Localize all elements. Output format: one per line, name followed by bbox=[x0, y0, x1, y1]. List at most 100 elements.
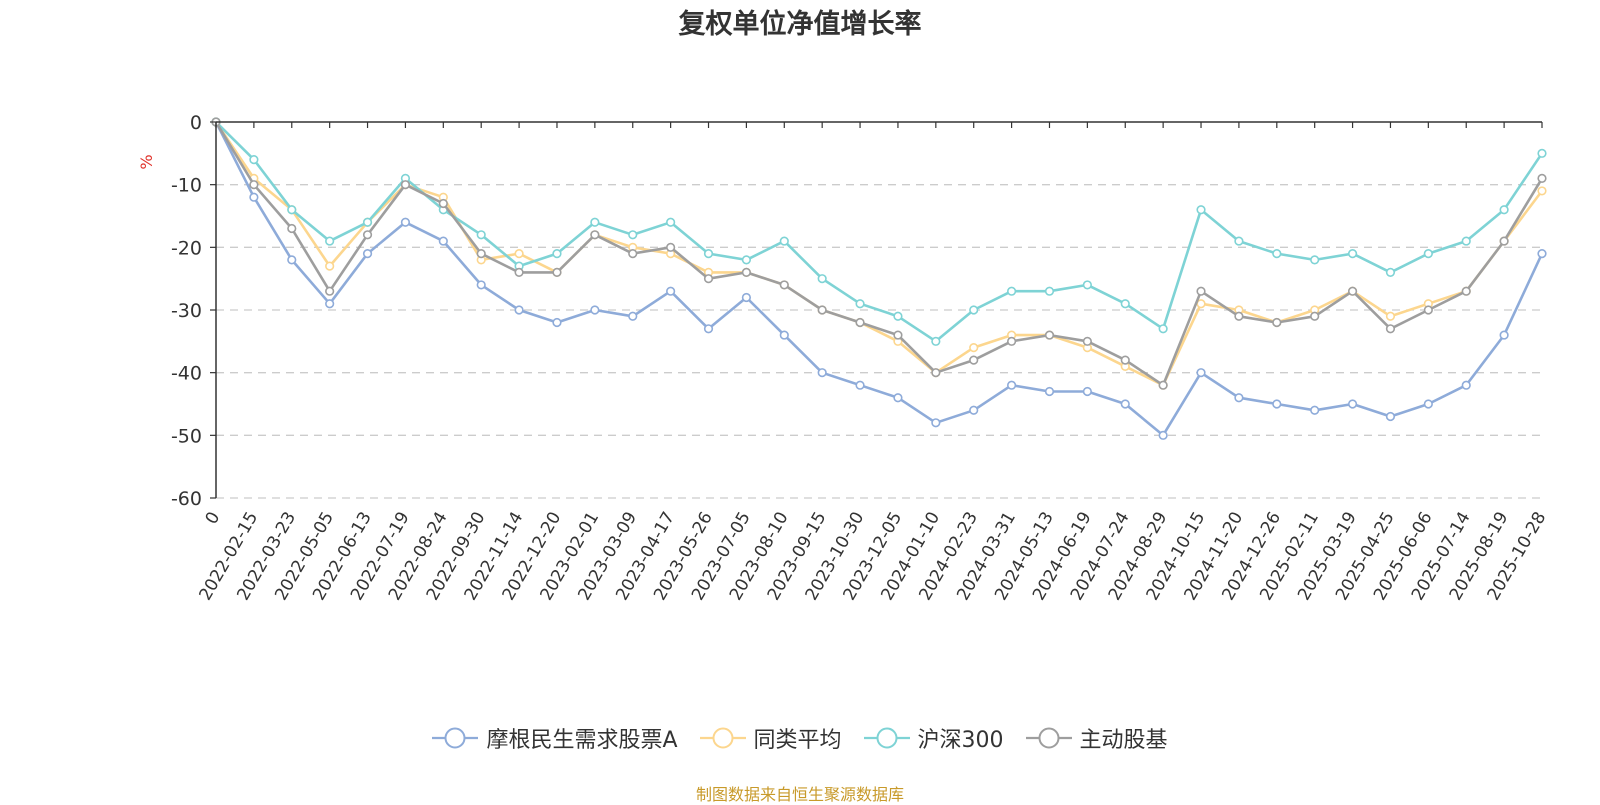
data-point bbox=[1006, 336, 1017, 346]
source-note: 制图数据来自恒生聚源数据库 bbox=[695, 785, 904, 804]
data-point bbox=[893, 311, 903, 321]
y-tick-label: -50 bbox=[171, 425, 202, 447]
data-point bbox=[855, 380, 865, 390]
data-point bbox=[1461, 380, 1471, 390]
chart-canvas: 0-10-20-30-40-50-6002022-02-152022-03-23… bbox=[137, 112, 1550, 604]
data-point bbox=[931, 336, 941, 346]
data-point bbox=[1044, 330, 1055, 340]
data-point bbox=[1385, 311, 1396, 321]
data-point bbox=[362, 230, 373, 240]
data-point bbox=[514, 249, 524, 259]
grid-layer bbox=[216, 184, 1542, 499]
data-point bbox=[287, 223, 297, 234]
y-tick-label: -40 bbox=[171, 363, 202, 385]
data-point bbox=[476, 249, 486, 259]
data-point bbox=[1120, 355, 1130, 365]
data-point bbox=[1272, 399, 1282, 409]
data-point bbox=[666, 217, 676, 227]
y-tick-label: -30 bbox=[171, 300, 202, 322]
data-point bbox=[1272, 317, 1282, 328]
data-point bbox=[1310, 311, 1320, 321]
data-point bbox=[628, 249, 638, 259]
data-point bbox=[779, 236, 789, 246]
data-point bbox=[817, 368, 827, 378]
data-point bbox=[1120, 399, 1130, 409]
data-point bbox=[741, 255, 752, 265]
series-layer bbox=[211, 117, 1547, 440]
data-point bbox=[1385, 411, 1396, 422]
data-point bbox=[1196, 368, 1206, 378]
series-3 bbox=[211, 117, 1547, 390]
data-point bbox=[325, 261, 335, 271]
data-point bbox=[249, 180, 259, 190]
data-point bbox=[628, 230, 638, 240]
y-tick-label: 0 bbox=[190, 112, 202, 134]
data-point bbox=[1423, 249, 1433, 259]
data-point bbox=[969, 305, 979, 315]
data-point bbox=[703, 249, 714, 259]
legend-marker-icon bbox=[699, 727, 746, 749]
data-point bbox=[438, 236, 448, 246]
legend-item[interactable]: 主动股基 bbox=[1025, 722, 1168, 754]
data-point bbox=[1423, 305, 1433, 315]
data-point bbox=[779, 280, 789, 290]
data-point bbox=[1499, 330, 1509, 340]
series-line bbox=[214, 121, 1544, 437]
data-point bbox=[893, 393, 903, 403]
data-point bbox=[703, 274, 714, 284]
data-point bbox=[1310, 255, 1320, 265]
data-point bbox=[1499, 236, 1509, 246]
data-point bbox=[1044, 386, 1055, 397]
data-point bbox=[741, 292, 752, 303]
legend-item[interactable]: 沪深300 bbox=[863, 722, 1004, 754]
legend-marker-icon bbox=[863, 727, 910, 749]
data-point bbox=[249, 192, 259, 202]
data-point bbox=[1006, 286, 1017, 296]
data-point bbox=[1537, 186, 1547, 196]
legend-label: 同类平均 bbox=[753, 728, 842, 753]
data-point bbox=[1537, 148, 1547, 158]
legend-label: 主动股基 bbox=[1079, 728, 1168, 753]
data-point bbox=[855, 317, 865, 328]
data-point bbox=[969, 405, 979, 415]
data-point bbox=[1272, 249, 1282, 259]
data-point bbox=[590, 230, 600, 240]
legend-item[interactable]: 同类平均 bbox=[699, 722, 842, 754]
data-point bbox=[476, 230, 486, 240]
data-point bbox=[1006, 380, 1017, 390]
data-point bbox=[514, 305, 524, 315]
data-point bbox=[628, 311, 638, 321]
data-point bbox=[590, 217, 600, 227]
data-point bbox=[1120, 299, 1130, 309]
data-point bbox=[1158, 380, 1168, 390]
y-tick-label: -60 bbox=[171, 488, 202, 510]
series-2 bbox=[211, 117, 1547, 346]
data-point bbox=[1499, 205, 1509, 215]
data-point bbox=[438, 198, 448, 209]
legend-marker-icon bbox=[432, 727, 479, 749]
data-point bbox=[931, 418, 941, 428]
data-point bbox=[1158, 430, 1168, 440]
legend-item[interactable]: 摩根民生需求股票A bbox=[432, 722, 678, 754]
data-point bbox=[969, 355, 979, 365]
data-point bbox=[666, 242, 676, 252]
data-point bbox=[1461, 236, 1471, 246]
y-tick-label: -20 bbox=[171, 237, 202, 259]
data-point bbox=[969, 343, 979, 353]
series-line bbox=[214, 121, 1544, 387]
data-point bbox=[1385, 267, 1396, 278]
data-point bbox=[552, 249, 562, 259]
legend-label: 沪深300 bbox=[917, 728, 1004, 753]
data-point bbox=[931, 368, 941, 378]
data-point bbox=[779, 330, 789, 340]
y-tick-label: -10 bbox=[171, 175, 202, 197]
data-point bbox=[514, 267, 524, 278]
data-point bbox=[1234, 236, 1244, 246]
data-point bbox=[1537, 173, 1547, 183]
data-point bbox=[855, 299, 865, 309]
data-point bbox=[287, 205, 297, 215]
series-line bbox=[214, 121, 1544, 387]
series-line bbox=[215, 121, 1544, 343]
data-point bbox=[1082, 386, 1092, 397]
data-point bbox=[400, 180, 411, 190]
